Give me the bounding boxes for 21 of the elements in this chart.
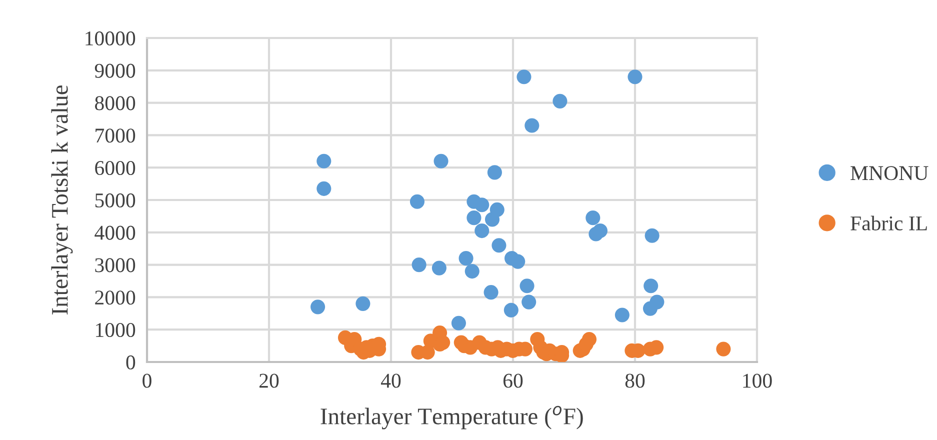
y-axis-title: Interlayer Totski k value: [51, 85, 73, 314]
x-tick-label: 40: [380, 374, 401, 388]
x-tick-label: 60: [503, 374, 523, 388]
y-tick-label: 9000: [94, 64, 136, 78]
x-tick-label: 20: [260, 374, 279, 388]
x-tick-label: 100: [743, 374, 772, 388]
legend-label: Fabric IL: [850, 216, 927, 230]
y-tick-label: 5000: [95, 193, 136, 208]
y-tick-label: 10000: [86, 31, 136, 46]
y-tick-label: 3000: [95, 258, 136, 272]
y-tick-label: 0: [126, 355, 136, 370]
y-tick-label: 4000: [94, 226, 136, 240]
legend-label: MNONU: [850, 166, 928, 180]
y-tick-label: 2000: [95, 290, 136, 305]
x-tick-label: 0: [142, 374, 152, 388]
y-tick-label: 7000: [96, 128, 136, 143]
y-tick-label: 8000: [95, 96, 136, 110]
x-axis-title: Interlayer Temperature ($^{o}$F): [320, 406, 583, 430]
y-tick-label: 1000: [96, 322, 136, 338]
x-tick-label: 80: [625, 374, 645, 388]
y-tick-label: 6000: [95, 160, 136, 176]
